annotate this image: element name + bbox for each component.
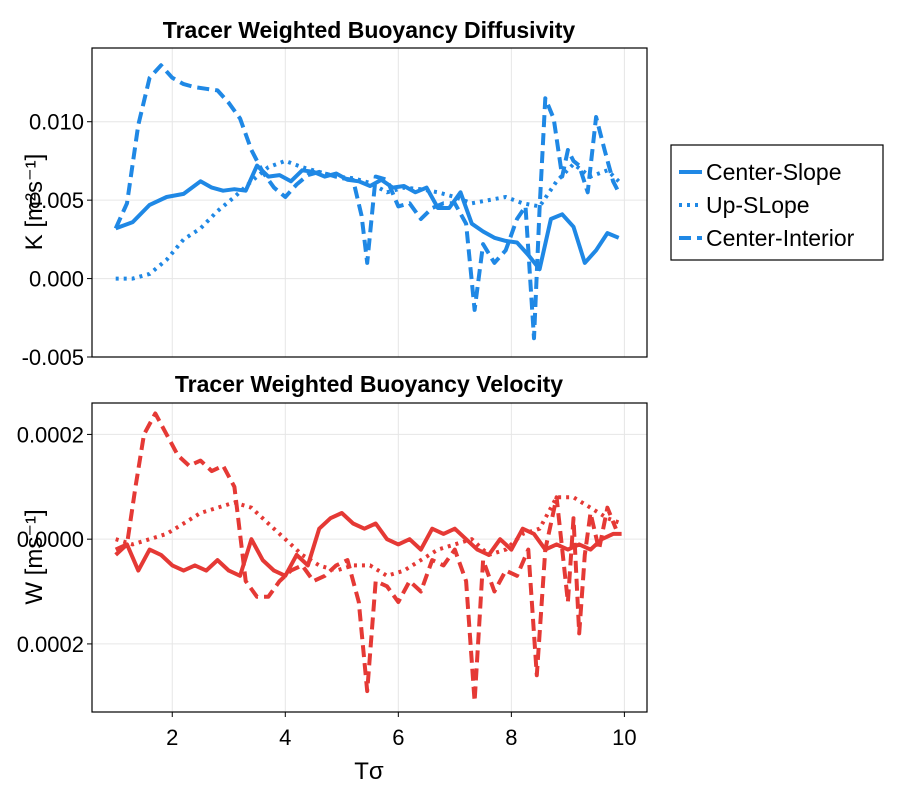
y-tick-label: 0.000 xyxy=(29,267,84,292)
chart-title: Tracer Weighted Buoyancy Diffusivity xyxy=(163,17,576,43)
x-tick-label: 10 xyxy=(612,725,636,750)
y-axis-label: W [ms⁻¹] xyxy=(21,509,48,604)
series-dashed-line xyxy=(114,411,618,704)
y-tick-label: 0.0000 xyxy=(17,527,84,552)
legend-label: Center-Slope xyxy=(706,159,842,185)
series-solid-line xyxy=(114,511,622,578)
plot-frame xyxy=(91,402,648,713)
y-tick-label: 0.0002 xyxy=(17,632,84,657)
y-tick-label: 0.005 xyxy=(29,188,84,213)
x-tick-label: 4 xyxy=(279,725,291,750)
legend-label: Up-SLope xyxy=(706,192,810,218)
diffusivity-panel: Tracer Weighted Buoyancy Diffusivity -0.… xyxy=(21,17,648,370)
series-dotted-line xyxy=(115,495,623,578)
series-dashed-line xyxy=(113,63,621,341)
velocity-panel: Tracer Weighted Buoyancy Velocity 0.0002… xyxy=(17,371,648,785)
plot-frame xyxy=(91,47,648,358)
y-tick-label: 0.010 xyxy=(29,110,84,135)
x-tick-label: 8 xyxy=(505,725,517,750)
x-axis-label: Tσ xyxy=(354,758,384,785)
legend: Center-Slope Up-SLope Center-Interior xyxy=(670,144,884,261)
legend-box xyxy=(670,144,884,261)
x-tick-label: 2 xyxy=(166,725,178,750)
y-tick-label: 0.0002 xyxy=(17,422,84,447)
x-tick-label: 6 xyxy=(392,725,404,750)
y-tick-label: -0.005 xyxy=(22,345,84,370)
chart-title: Tracer Weighted Buoyancy Velocity xyxy=(175,371,563,397)
legend-label: Center-Interior xyxy=(706,225,855,251)
y-axis-label: K [m²s⁻¹] xyxy=(21,154,48,251)
